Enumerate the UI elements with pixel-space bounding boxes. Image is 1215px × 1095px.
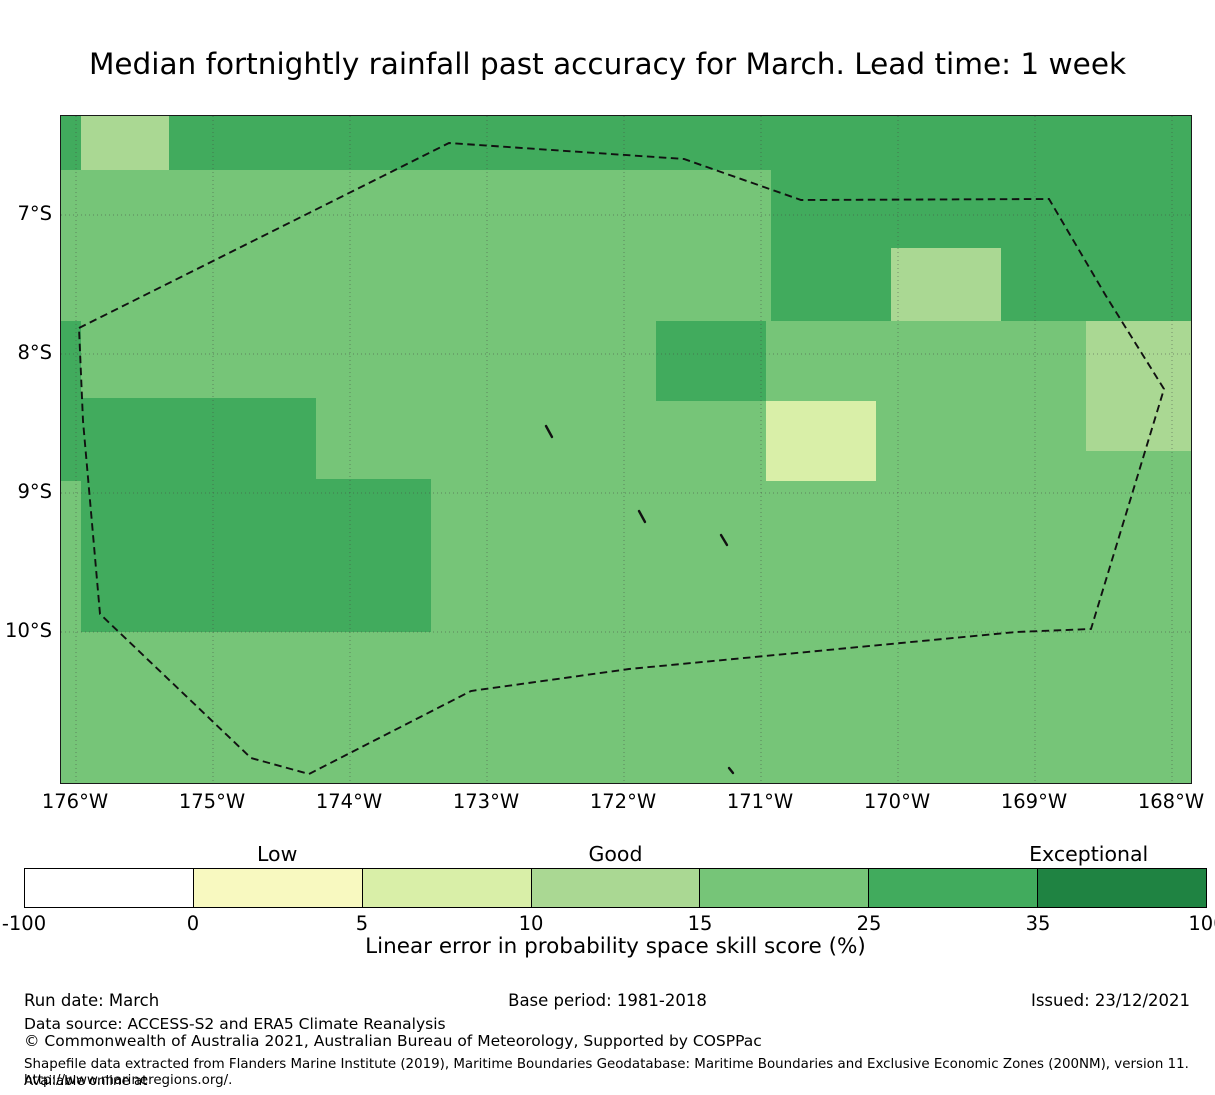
colorbar-segment (869, 869, 1039, 907)
colorbar-quality-label: Good (588, 842, 643, 866)
run-date-text: Run date: March (24, 991, 160, 1010)
eez-boundary-outline (78, 142, 1166, 776)
x-axis-tick-label: 174°W (315, 790, 383, 813)
x-axis-tick-label: 173°W (452, 790, 520, 813)
colorbar-tick-label: 15 (687, 912, 713, 935)
y-axis-tick-label: 9°S (17, 480, 52, 503)
x-axis-tick-label: 171°W (726, 790, 794, 813)
colorbar-axis-label: Linear error in probability space skill … (365, 934, 866, 959)
island-mark (637, 509, 647, 524)
skill-cell (81, 398, 316, 632)
colorbar-quality-label: Exceptional (1029, 842, 1149, 866)
colorbar-tick-label: 100 (1188, 912, 1215, 935)
colorbar-tick-label: 25 (856, 912, 882, 935)
chart-title: Median fortnightly rainfall past accurac… (88, 47, 1127, 81)
skill-cell (656, 321, 766, 401)
island-mark (544, 424, 554, 439)
x-axis-tick-label: 168°W (1137, 790, 1205, 813)
colorbar-tick-label: 0 (186, 912, 200, 935)
island-mark (719, 533, 729, 547)
skill-cell (766, 401, 876, 481)
y-axis-tick-label: 8°S (17, 341, 52, 364)
data-source-text: Data source: ACCESS-S2 and ERA5 Climate … (24, 1015, 446, 1033)
colorbar-segment (531, 869, 701, 907)
base-period-text: Base period: 1981-2018 (508, 991, 707, 1010)
x-axis-tick-label: 176°W (41, 790, 109, 813)
copyright-text: © Commonwealth of Australia 2021, Austra… (24, 1032, 762, 1050)
skill-cell (891, 248, 1001, 321)
y-axis-tick-label: 10°S (5, 619, 52, 642)
colorbar-tick-label: -100 (1, 912, 47, 935)
x-axis-tick-label: 170°W (863, 790, 931, 813)
x-axis-tick-label: 172°W (589, 790, 657, 813)
colorbar-tick-label: 5 (355, 912, 369, 935)
skill-cell (1086, 321, 1191, 451)
colorbar-segment (700, 869, 870, 907)
map-plot-area (60, 115, 1192, 784)
skill-cell (81, 116, 169, 170)
map-overlay (61, 116, 1191, 783)
skill-cell (169, 116, 1191, 170)
colorbar-segment (25, 869, 194, 907)
shapefile-attribution-line2: http://www.marineregions.org/. (24, 1073, 233, 1088)
colorbar-quality-label: Low (256, 842, 298, 866)
skill-cell (316, 479, 431, 632)
colorbar-segment (1038, 869, 1207, 907)
island-mark (727, 766, 735, 775)
colorbar-segment (193, 869, 363, 907)
colorbar-tick-label: 10 (518, 912, 544, 935)
colorbar (24, 868, 1207, 908)
colorbar-segment (362, 869, 532, 907)
shapefile-attribution-line1: Shapefile data extracted from Flanders M… (24, 1057, 1189, 1089)
y-axis-tick-label: 7°S (17, 202, 52, 225)
colorbar-tick-label: 35 (1025, 912, 1051, 935)
issued-date-text: Issued: 23/12/2021 (1030, 991, 1190, 1010)
x-axis-tick-label: 169°W (1000, 790, 1068, 813)
x-axis-tick-label: 175°W (178, 790, 246, 813)
